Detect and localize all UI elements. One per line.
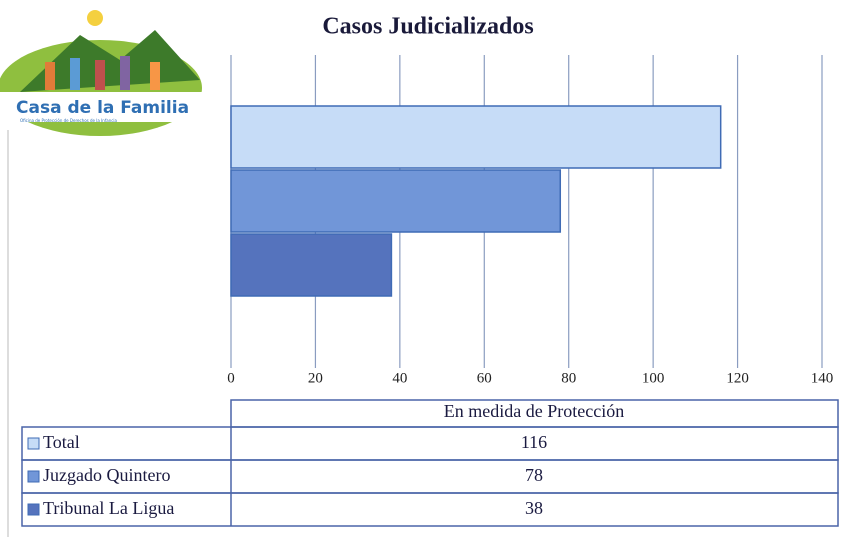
plot-area: 0 20 40 60 80 100 120 140 [227,55,833,386]
x-tick-label: 0 [227,370,235,386]
legend-swatch [28,438,39,449]
bar [231,170,560,232]
table-value: 78 [525,465,543,485]
x-tick-label: 80 [561,370,576,386]
table-row [22,427,838,460]
x-tick-label: 140 [811,370,834,386]
x-tick-label: 60 [477,370,492,386]
table-value: 38 [525,498,543,518]
logo-sun [87,10,103,26]
x-tick-label: 20 [308,370,323,386]
x-tick-label: 120 [726,370,749,386]
logo-title: Casa de la Familia [16,98,189,118]
logo: Casa de la Familia Oficina de Protección… [0,10,215,136]
chart: Casa de la Familia Oficina de Protección… [0,0,843,537]
legend-swatch [28,471,39,482]
legend-label: Juzgado Quintero [43,465,170,485]
bar [231,234,391,296]
data-table: En medida de Protección Total 116 Juzgado Q… [22,400,838,526]
x-tick-label: 100 [642,370,665,386]
logo-figure [45,62,55,90]
chart-title: Casos Judicializados [322,14,533,40]
legend-swatch [28,504,39,515]
logo-figure [95,60,105,90]
legend-label: Tribunal La Ligua [43,498,174,518]
logo-subtitle: Oficina de Protección de Derechos de la … [20,118,118,123]
logo-figure [120,56,130,90]
table-header: En medida de Protección [444,401,624,421]
table-value: 116 [521,432,547,452]
legend-label: Total [43,432,80,452]
logo-figure [150,62,160,90]
x-tick-label: 40 [392,370,407,386]
logo-figure [70,58,80,90]
bar [231,106,721,168]
